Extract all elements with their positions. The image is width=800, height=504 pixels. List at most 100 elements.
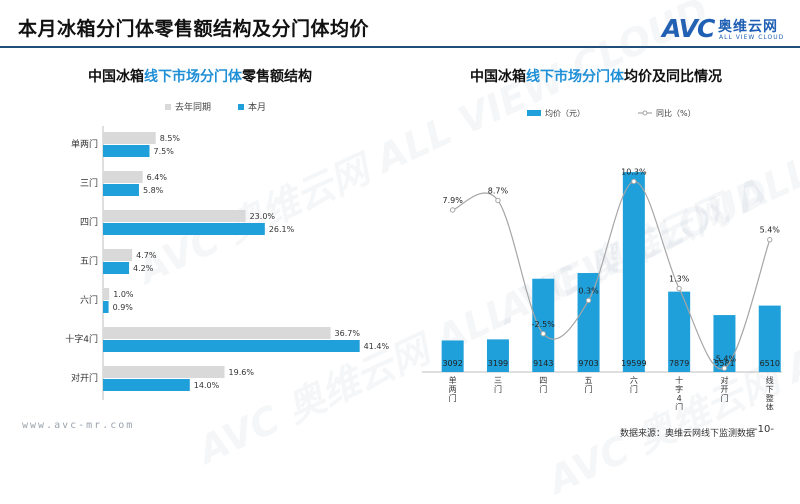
bar-last-year (103, 327, 331, 339)
category-label: 三门 (80, 177, 98, 189)
value-label-this-month: 0.9% (113, 303, 134, 312)
legend-swatch-last-year (165, 104, 171, 110)
bar-last-year (103, 132, 156, 144)
left-title-part: 零售额结构 (242, 69, 312, 85)
yoy-value-label: 1.3% (669, 275, 690, 284)
value-label-last-year: 1.0% (113, 290, 134, 299)
slide-title: 本月冰箱分门体零售额结构及分门体均价 (18, 18, 370, 40)
logo-en-text: ALL VIEW CLOUD (719, 34, 785, 41)
legend-marker-yoy (642, 110, 648, 116)
price-value-label: 9703 (578, 359, 598, 368)
price-bar (441, 340, 464, 372)
yoy-point (767, 237, 773, 243)
legend-swatch-price (527, 110, 541, 116)
category-label: 五门 (585, 376, 593, 394)
value-label-last-year: 36.7% (335, 329, 361, 338)
value-label-last-year: 19.6% (229, 368, 255, 377)
bar-this-month (103, 301, 109, 313)
price-bar (713, 315, 736, 372)
category-label: 六门 (630, 375, 638, 394)
yoy-value-label: 8.7% (488, 186, 509, 195)
bar-this-month (103, 340, 360, 352)
right-chart-title: 中国冰箱线下市场分门体均价及同比情况 (470, 66, 722, 86)
left-chart-title: 中国冰箱线下市场分门体零售额结构 (88, 66, 312, 86)
price-value-label: 19599 (621, 359, 646, 368)
price-bar (668, 291, 691, 372)
category-label: 对开门 (720, 375, 728, 403)
price-bar (532, 278, 555, 372)
category-label: 单两门 (71, 138, 98, 150)
value-label-this-month: 14.0% (194, 381, 220, 390)
left-title-highlight: 线下市场分门体 (144, 69, 242, 85)
left-title-part: 中国冰箱 (88, 69, 144, 85)
value-label-this-month: 4.2% (133, 264, 154, 273)
bar-last-year (103, 171, 143, 183)
category-label: 对开门 (71, 372, 98, 384)
bar-last-year (103, 366, 225, 378)
price-value-label: 6510 (760, 359, 780, 368)
price-yoy-chart: 均价（元） 同比（%） 3092 单两门 3199 三门 9143 四门 9703 五门 19599… (422, 108, 782, 410)
category-label: 四门 (80, 216, 98, 228)
right-title-highlight: 线下市场分门体 (526, 69, 624, 85)
yoy-value-label: 5.4% (760, 226, 781, 235)
yoy-point (495, 197, 501, 204)
legend-label-price: 均价（元） (545, 108, 585, 118)
value-label-this-month: 41.4% (364, 342, 390, 351)
legend-label-yoy: 同比（%） (656, 108, 696, 118)
bar-last-year (103, 288, 110, 300)
value-label-last-year: 8.5% (160, 134, 181, 143)
page-number: -10- (754, 424, 774, 435)
avc-logo: AVC 奥维云网 ALL VIEW CLOUD (662, 14, 785, 44)
bar-last-year (103, 210, 246, 222)
value-label-this-month: 7.5% (154, 147, 175, 156)
price-value-label: 3092 (442, 359, 462, 368)
yoy-point (721, 365, 728, 371)
category-label: 单两门 (449, 375, 457, 403)
legend-swatch-this-month (238, 104, 244, 110)
yoy-point (631, 178, 637, 185)
category-label: 十字4门 (65, 333, 98, 345)
price-bar (577, 273, 600, 372)
legend-label-last-year: 去年同期 (175, 101, 211, 113)
yoy-point (585, 297, 592, 304)
yoy-value-label: 7.9% (442, 196, 463, 205)
yoy-point (449, 207, 456, 213)
price-bar (486, 339, 509, 372)
bar-this-month (103, 145, 150, 157)
data-source: 数据来源：奥维云网线下监测数据 (620, 429, 756, 439)
yoy-point (676, 285, 682, 292)
right-title-part: 中国冰箱 (470, 69, 526, 85)
right-title-part: 均价及同比情况 (624, 69, 722, 85)
yoy-value-label: 0.3% (578, 286, 599, 295)
bar-last-year (103, 249, 133, 261)
value-label-last-year: 6.4% (147, 173, 168, 182)
category-label: 四门 (539, 376, 547, 394)
legend-label-this-month: 本月 (248, 101, 266, 113)
price-bar (758, 305, 781, 372)
bar-this-month (103, 379, 190, 391)
logo-cn-text: 奥维云网 (718, 19, 778, 35)
value-label-last-year: 4.7% (136, 251, 157, 260)
category-label: 五门 (80, 255, 98, 267)
price-value-label: 9143 (533, 359, 553, 368)
value-label-this-month: 26.1% (269, 225, 295, 234)
value-label-this-month: 5.8% (143, 186, 164, 195)
logo-avc-text: AVC (662, 14, 715, 43)
category-label: 六门 (80, 294, 98, 306)
category-label: 线下整体 (766, 375, 774, 410)
bar-this-month (103, 184, 139, 196)
yoy-point (540, 331, 546, 337)
title-divider (0, 46, 800, 48)
footer-url: www.avc-mr.com (22, 420, 135, 431)
price-value-label: 3199 (488, 359, 508, 368)
value-label-last-year: 23.0% (250, 212, 276, 221)
yoy-value-label: 10.3% (621, 167, 647, 176)
yoy-value-label: -2.5% (532, 320, 556, 329)
price-value-label: 7879 (669, 359, 689, 368)
bar-this-month (103, 223, 265, 235)
price-value-label: 5581 (714, 359, 734, 368)
yoy-value-label: -5.4% (713, 354, 737, 363)
category-label: 三门 (494, 376, 502, 394)
